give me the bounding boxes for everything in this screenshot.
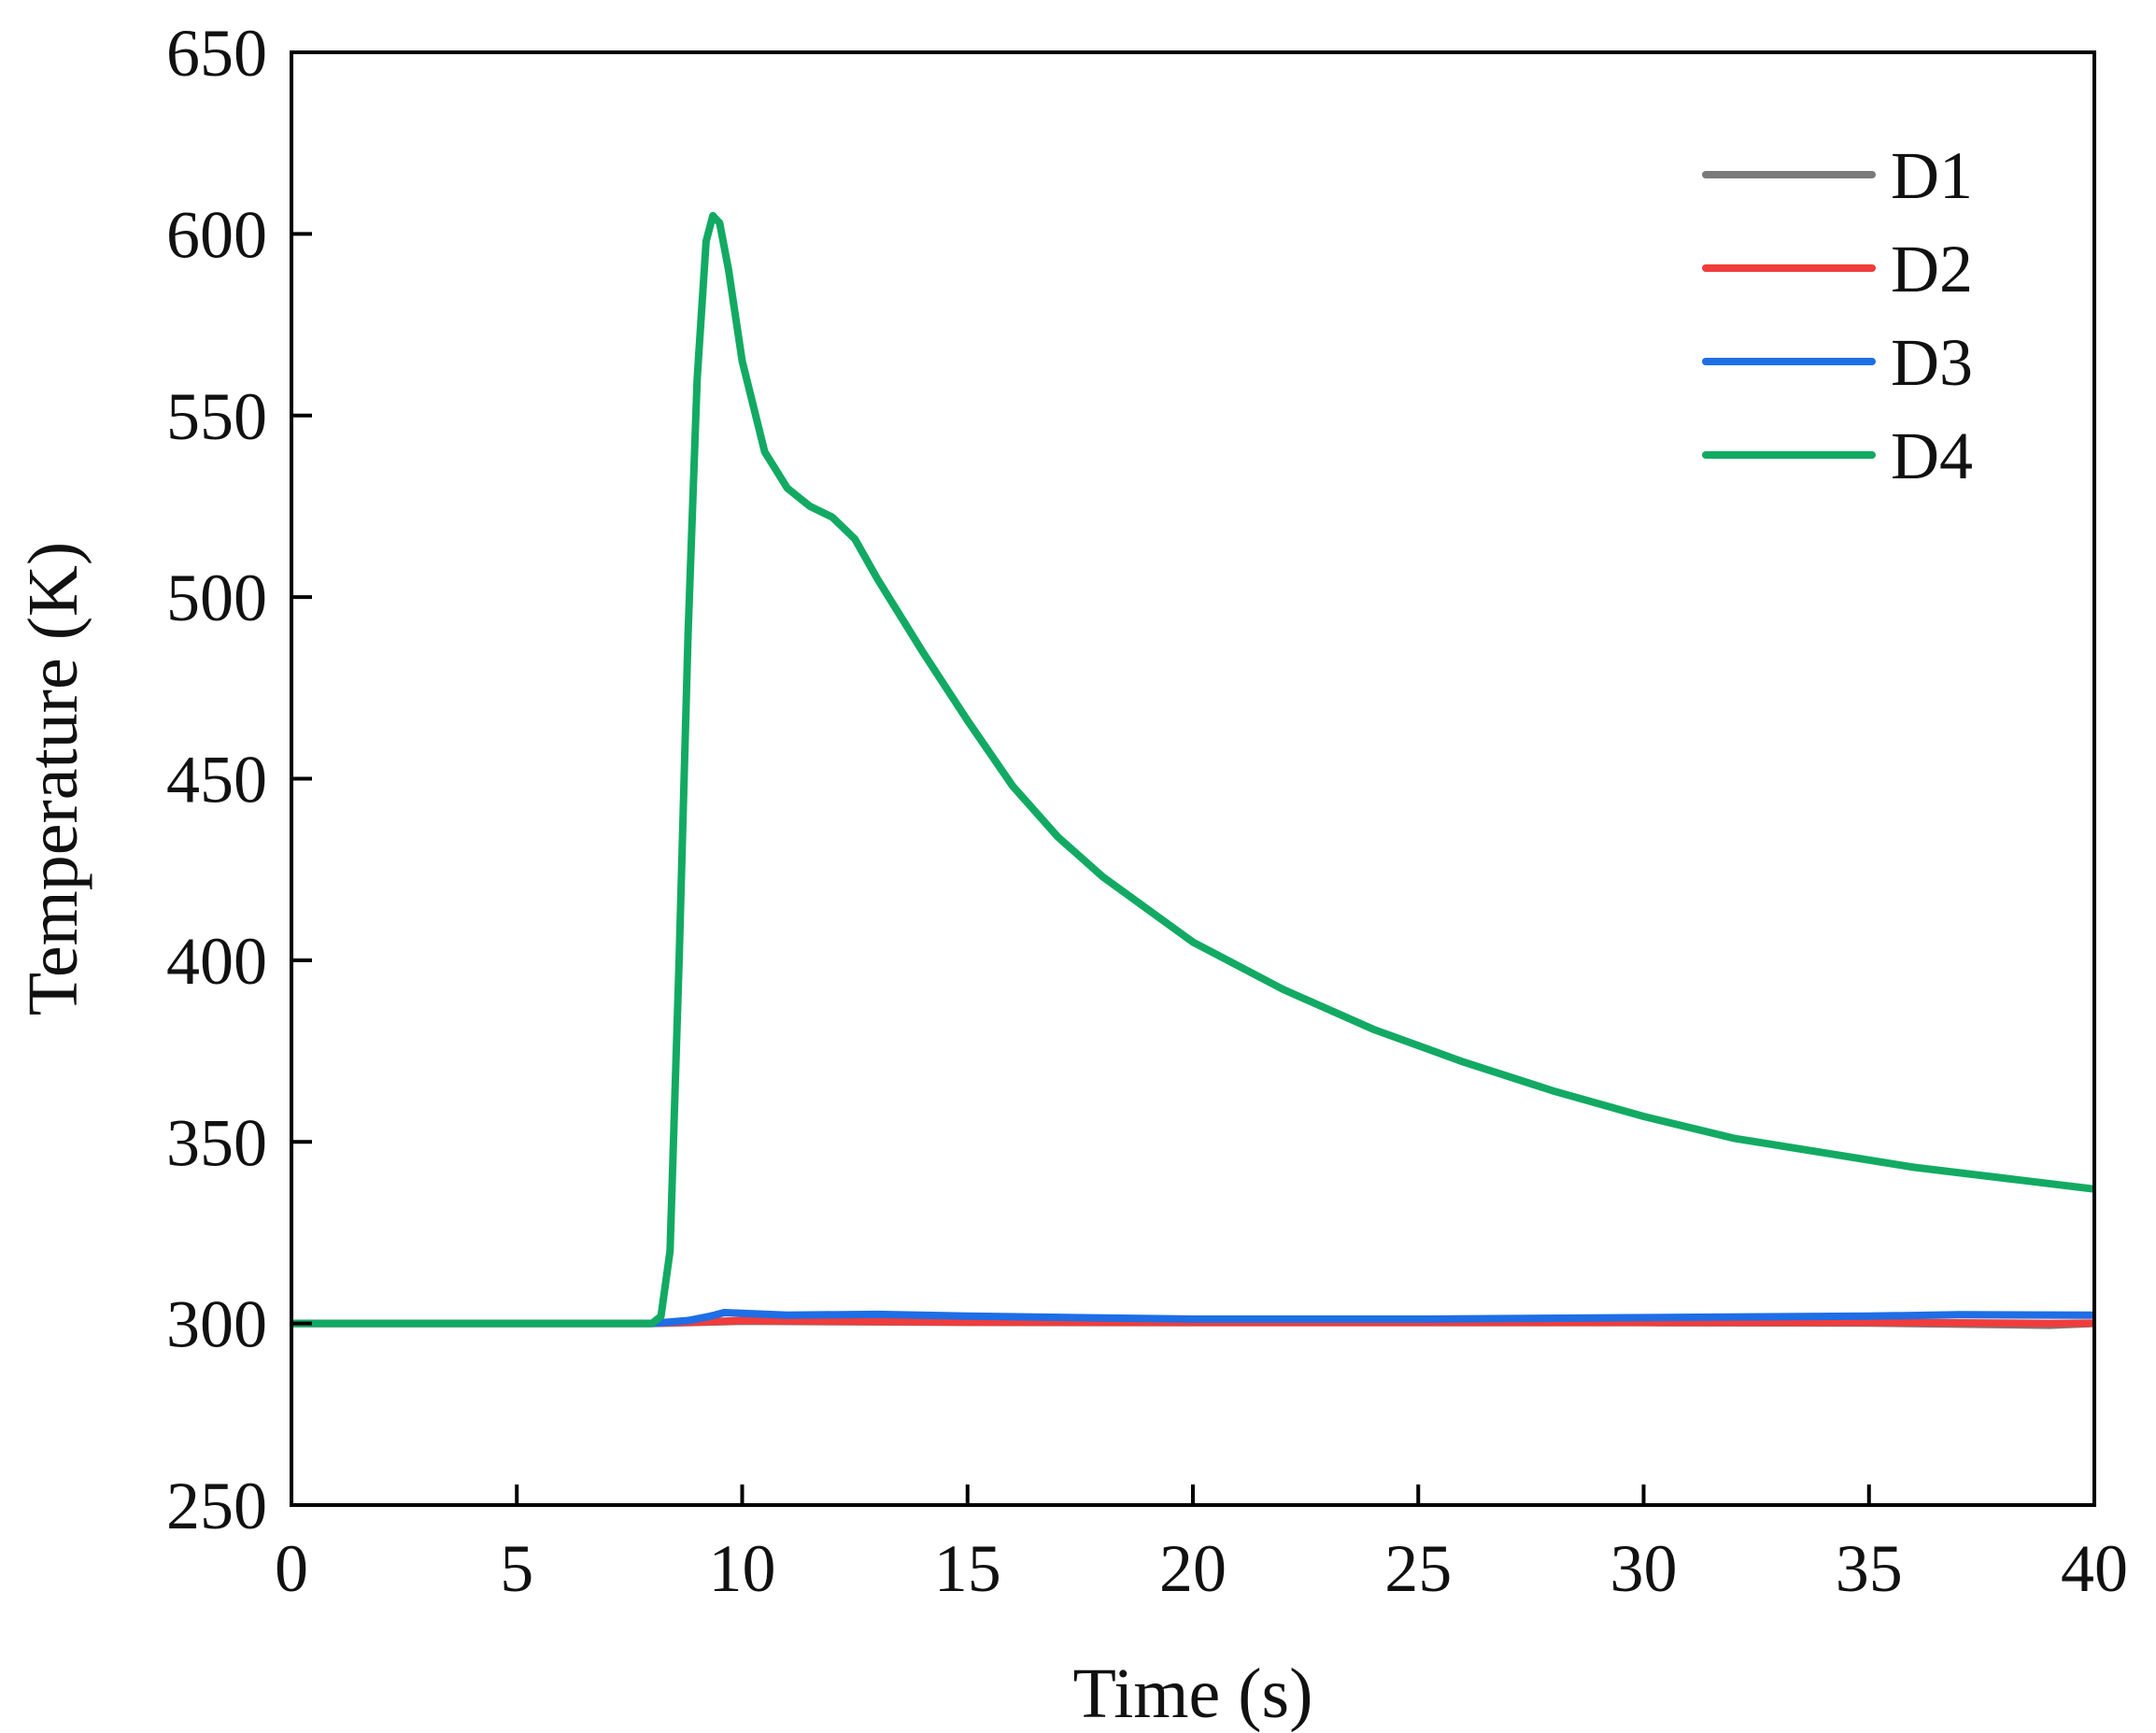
series-line-d3 <box>291 1309 2094 1328</box>
legend: D1 D2 D3 D4 <box>1702 138 1973 493</box>
legend-label-d3: D3 <box>1891 325 1973 400</box>
x-tick-label: 30 <box>1610 1531 1678 1606</box>
legend-label-d2: D2 <box>1891 232 1973 306</box>
x-tick-label: 25 <box>1384 1531 1452 1606</box>
x-tick-label: 15 <box>934 1531 1001 1606</box>
axes-group: 0 5 10 15 20 25 30 35 40 250 300 350 400 450 500 550 600… <box>166 16 2128 1606</box>
y-axis-title: Temperature (K) <box>14 542 92 1016</box>
y-tick-label: 300 <box>166 1287 267 1362</box>
x-tick-label: 40 <box>2061 1531 2128 1606</box>
y-tick-label: 350 <box>166 1105 267 1180</box>
x-axis-title: Time (s) <box>1073 1655 1313 1733</box>
x-tick-label: 20 <box>1159 1531 1227 1606</box>
series-group <box>291 211 2094 1329</box>
y-tick-label: 600 <box>166 197 267 272</box>
y-tick-label: 500 <box>166 561 267 635</box>
series-line-d4 <box>291 211 2094 1328</box>
x-tick-label: 0 <box>275 1531 308 1606</box>
y-tick-label: 400 <box>166 924 267 999</box>
x-tick-label: 35 <box>1836 1531 1903 1606</box>
legend-label-d1: D1 <box>1891 138 1973 213</box>
y-tick-label: 450 <box>166 743 267 817</box>
y-tick-label: 550 <box>166 379 267 454</box>
x-tick-label: 10 <box>709 1531 776 1606</box>
y-tick-label: 650 <box>166 16 267 91</box>
legend-label-d4: D4 <box>1891 419 1973 493</box>
y-tick-label: 250 <box>166 1469 267 1543</box>
x-tick-label: 5 <box>500 1531 533 1606</box>
